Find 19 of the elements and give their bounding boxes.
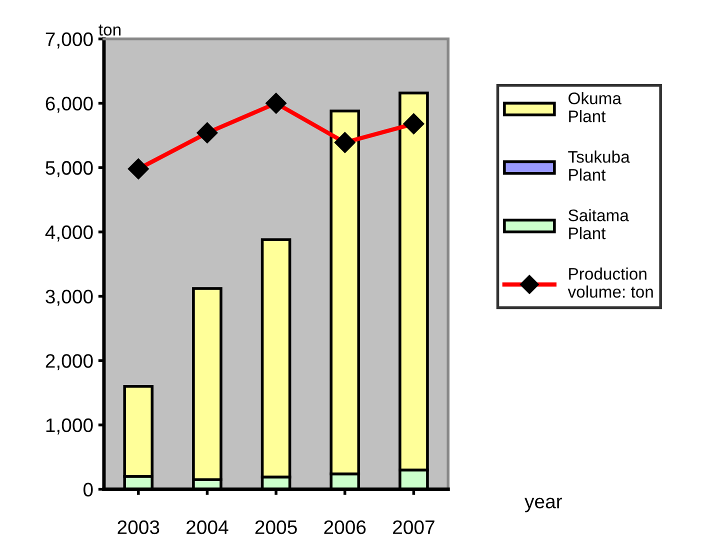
- y-tick-label: 7,000: [46, 32, 93, 48]
- legend-label: Tsukuba Plant: [568, 150, 630, 181]
- legend-label: Saitama Plant: [568, 209, 629, 240]
- y-tick-label: 2,000: [46, 354, 93, 370]
- x-tick-label: 2006: [324, 520, 366, 534]
- y-tick-label: 5,000: [46, 161, 93, 178]
- x-tick-label: 2007: [393, 520, 434, 534]
- y-tick-label: 0: [83, 482, 93, 497]
- y-tick-label: 1,000: [46, 418, 93, 434]
- y-tick-label: 6,000: [46, 96, 93, 113]
- legend-label: Production volume: ton: [568, 268, 653, 298]
- x-tick-label: 2004: [186, 520, 228, 534]
- y-tick-label: 3,000: [46, 290, 93, 306]
- x-axis-title: year: [524, 498, 562, 512]
- legend-label: Okuma Plant: [568, 92, 622, 122]
- y-tick-label: 4,000: [45, 225, 93, 242]
- x-tick-label: 2005: [255, 520, 297, 534]
- y-axis-title: ton: [98, 24, 120, 36]
- x-tick-label: 2003: [118, 520, 160, 534]
